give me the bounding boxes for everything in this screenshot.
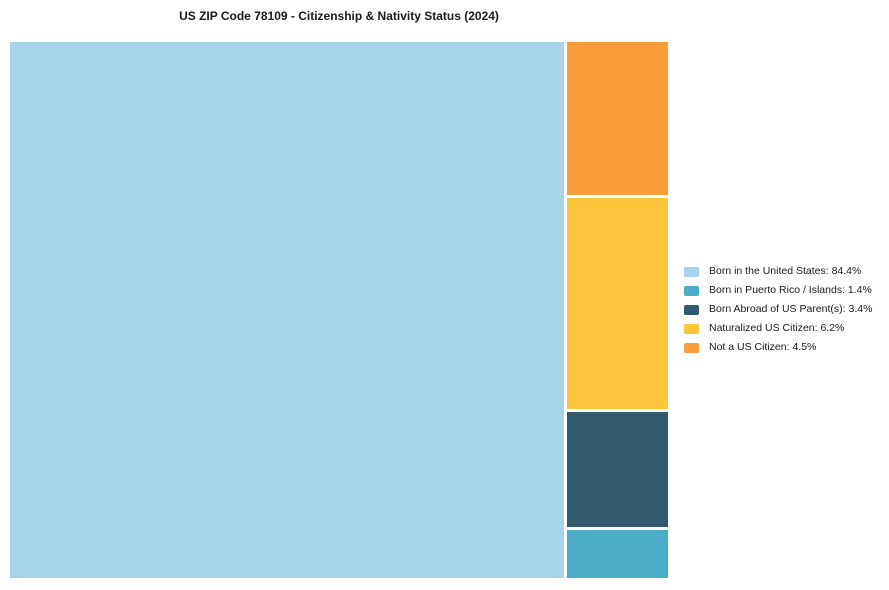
chart-title: US ZIP Code 78109 - Citizenship & Nativi… xyxy=(179,9,499,23)
legend: Born in the United States: 84.4% Born in … xyxy=(684,266,872,353)
legend-swatch-born-abroad-of-us-parent-s xyxy=(684,304,699,315)
legend-item-born-abroad-of-us-parent-s[interactable]: Born Abroad of US Parent(s): 3.4% xyxy=(684,304,872,315)
treemap xyxy=(10,42,668,579)
legend-label: Born in Puerto Rico / Islands: 1.4% xyxy=(709,284,872,296)
legend-label: Born Abroad of US Parent(s): 3.4% xyxy=(709,303,873,315)
legend-item-not-a-us-citizen[interactable]: Not a US Citizen: 4.5% xyxy=(684,342,872,353)
legend-item-naturalized-us-citizen[interactable]: Naturalized US Citizen: 6.2% xyxy=(684,323,872,334)
treemap-segment-born-in-puerto-rico-islands[interactable] xyxy=(567,530,668,579)
treemap-segment-born-abroad-of-us-parent-s[interactable] xyxy=(567,412,668,527)
legend-item-born-in-puerto-rico-islands[interactable]: Born in Puerto Rico / Islands: 1.4% xyxy=(684,285,872,296)
legend-swatch-born-in-the-united-states xyxy=(684,266,699,277)
legend-label: Born in the United States: 84.4% xyxy=(709,265,862,277)
legend-swatch-born-in-puerto-rico-islands xyxy=(684,285,699,296)
legend-swatch-not-a-us-citizen xyxy=(684,342,699,353)
legend-label: Naturalized US Citizen: 6.2% xyxy=(709,322,845,334)
treemap-segment-naturalized-us-citizen[interactable] xyxy=(567,198,668,409)
treemap-segment-not-a-us-citizen[interactable] xyxy=(567,42,668,195)
legend-swatch-naturalized-us-citizen xyxy=(684,323,699,334)
legend-item-born-in-the-united-states[interactable]: Born in the United States: 84.4% xyxy=(684,266,872,277)
legend-label: Not a US Citizen: 4.5% xyxy=(709,341,817,353)
treemap-segment-born-in-the-united-states[interactable] xyxy=(10,42,564,578)
